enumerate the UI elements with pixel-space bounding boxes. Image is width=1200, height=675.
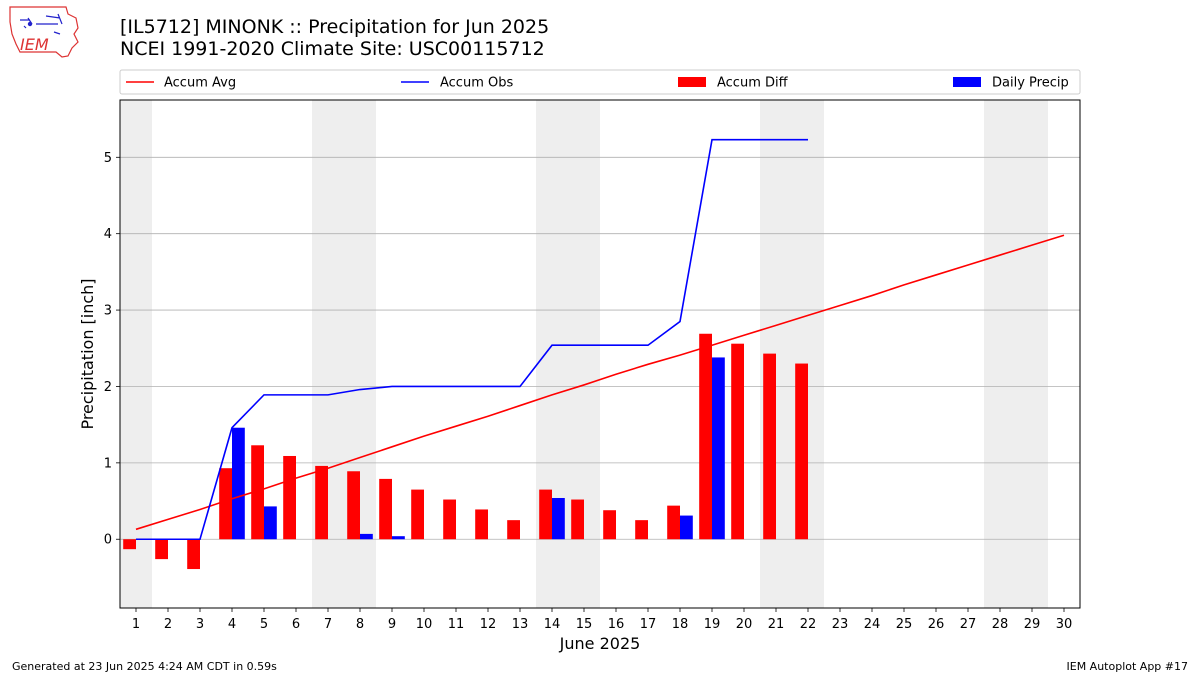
accum-diff-bar-day-15 [571,499,584,540]
y-tick-label-0: 0 [104,533,112,548]
accum-diff-bar-day-1 [123,539,136,550]
x-tick-label-16: 16 [608,617,625,632]
y-tick-label-1: 1 [104,456,112,471]
generated-timestamp: Generated at 23 Jun 2025 4:24 AM CDT in … [12,660,277,673]
app-credit: IEM Autoplot App #17 [1066,660,1189,673]
legend-accum-obs-label: Accum Obs [440,76,513,91]
title-line-1: [IL5712] MINONK :: Precipitation for Jun… [120,16,550,38]
x-tick-label-23: 23 [832,617,849,632]
title-line-2: NCEI 1991-2020 Climate Site: USC00115712 [120,38,545,60]
accum-diff-bar-day-9 [379,478,392,540]
x-tick-label-6: 6 [292,617,300,632]
x-tick-label-8: 8 [356,617,364,632]
accum-diff-bar-day-6 [283,455,296,540]
iem-logo-text: IEM [20,35,49,54]
weekend-shade-day-29 [1016,100,1048,608]
accum-diff-bar-day-14 [539,489,552,540]
accum-diff-bar-day-19 [699,333,712,540]
y-tick-label-4: 4 [104,227,112,242]
y-gridlines [120,156,1080,540]
y-tick-label-3: 3 [104,304,112,319]
x-tick-label-14: 14 [544,617,561,632]
accum-diff-bar-day-10 [411,489,424,540]
y-axis-label: Precipitation [inch] [78,278,97,429]
legend-accum-avg-label: Accum Avg [164,76,236,91]
accum-diff-bar-day-8 [347,471,360,540]
x-tick-label-5: 5 [260,617,268,632]
accum-diff-bar-day-22 [795,363,808,540]
legend: Accum Avg Accum Obs Accum Diff Daily Pre… [119,69,1081,95]
accum-diff-bar-day-4 [219,468,232,540]
accum-avg-line [135,234,1065,531]
x-tick-label-12: 12 [480,617,497,632]
x-tick-label-4: 4 [228,617,236,632]
legend-accum-diff-label: Accum Diff [717,76,789,91]
x-tick-label-13: 13 [512,617,529,632]
accum-diff-bar-day-21 [763,353,776,540]
legend-daily-precip-label: Daily Precip [992,76,1069,91]
x-tick-label-9: 9 [388,617,396,632]
daily-precip-bar-day-19 [712,357,725,540]
plot-area-frame [119,99,1081,609]
x-axis-label: June 2025 [559,634,641,653]
x-tick-label-20: 20 [736,617,753,632]
x-tick-label-25: 25 [896,617,913,632]
daily-precip-bar-day-8 [360,533,373,540]
x-axis: 1 2 3 4 5 6 7 8 9 10 11 12 13 14 15 16 17 18 19 20 21 22 23 24 2… [132,608,1072,632]
daily-precip-bar-day-18 [680,515,693,540]
accum-diff-bar-day-20 [731,343,744,540]
x-tick-label-10: 10 [416,617,433,632]
daily-precip-bar-day-5 [264,506,277,540]
x-tick-label-30: 30 [1056,617,1073,632]
accum-diff-bar-day-7 [315,465,328,540]
x-tick-label-29: 29 [1024,617,1041,632]
x-tick-label-7: 7 [324,617,332,632]
accum-diff-bar-day-11 [443,499,456,540]
accum-diff-bar-day-18 [667,505,680,540]
x-tick-label-19: 19 [704,617,721,632]
x-tick-label-3: 3 [196,617,204,632]
accum-diff-bar-day-5 [251,445,264,540]
y-tick-label-2: 2 [104,380,112,395]
y-axis: 0 1 2 3 4 5 [104,151,120,548]
bars [123,333,808,570]
iem-logo: IEM [9,6,79,58]
x-tick-label-22: 22 [800,617,817,632]
daily-precip-bar-day-9 [392,536,405,540]
weekend-shade-day-28 [984,100,1016,608]
lines [135,138,1065,541]
accum-diff-bar-day-16 [603,510,616,540]
accum-diff-bar-day-13 [507,520,520,540]
x-tick-label-15: 15 [576,617,593,632]
accum-diff-bar-day-12 [475,509,488,540]
x-tick-label-2: 2 [164,617,172,632]
x-tick-label-28: 28 [992,617,1009,632]
x-tick-label-24: 24 [864,617,881,632]
x-tick-label-27: 27 [960,617,977,632]
x-tick-label-17: 17 [640,617,657,632]
y-tick-label-5: 5 [104,151,112,166]
daily-precip-bar-day-4 [232,427,245,540]
accum-diff-bar-day-2 [155,539,168,560]
accum-obs-line [136,138,808,541]
x-tick-label-26: 26 [928,617,945,632]
accum-diff-bar-day-17 [635,520,648,540]
x-tick-label-1: 1 [132,617,140,632]
legend-accum-diff-swatch [678,77,706,87]
chart-title: [IL5712] MINONK :: Precipitation for Jun… [120,16,549,60]
x-tick-label-11: 11 [448,617,465,632]
x-tick-label-21: 21 [768,617,785,632]
accum-diff-bar-day-3 [187,539,200,570]
x-tick-label-18: 18 [672,617,689,632]
legend-daily-precip-swatch [953,77,981,87]
legend-frame [119,69,1081,95]
weekend-shade-day-1 [120,100,152,608]
daily-precip-bar-day-14 [552,497,565,540]
